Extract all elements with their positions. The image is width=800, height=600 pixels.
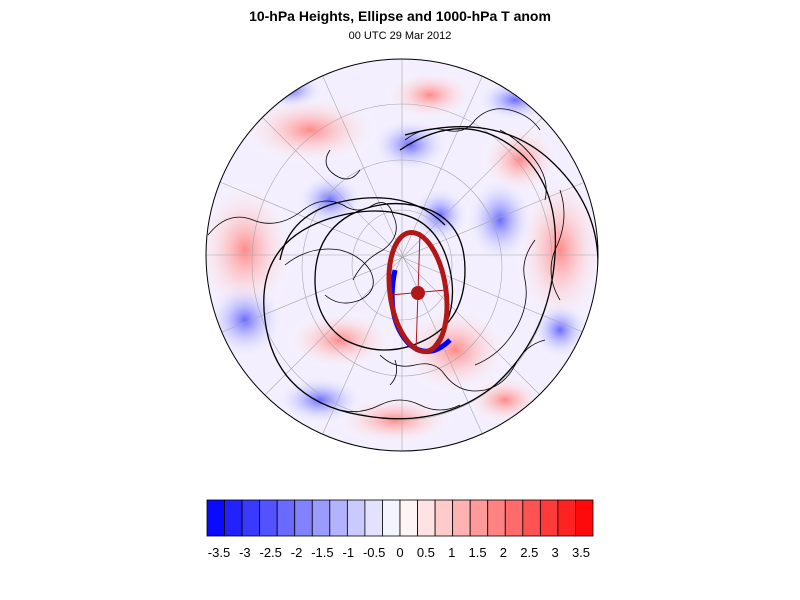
colorbar-tick-label: 3.5 — [572, 545, 590, 560]
colorbar-box — [539, 499, 559, 537]
colorbar-box — [399, 499, 418, 537]
colorbar-box — [224, 499, 243, 537]
colorbar-tick-label: 3 — [552, 545, 559, 560]
colorbar-box — [417, 499, 436, 537]
colorbar-box — [469, 499, 489, 537]
height-contours — [263, 126, 598, 420]
colorbar-box — [346, 499, 366, 537]
colorbar-box — [259, 499, 278, 537]
colorbar-box — [522, 499, 541, 537]
vortex-ellipse — [386, 229, 452, 355]
figure-title: 10-hPa Heights, Ellipse and 1000-hPa T a… — [249, 8, 551, 24]
colorbar-box — [311, 499, 331, 537]
colorbar-box — [575, 499, 594, 537]
colorbar-box — [294, 499, 313, 537]
colorbar-box — [434, 499, 454, 537]
colorbar-box — [557, 499, 576, 537]
colorbar-labels: -3.5 -3 -2.5 -2 -1.5 -1 -0.5 0 0.5 1 1.5 2 2.5 3 3.5 — [208, 545, 590, 560]
colorbar-tick-label: 0 — [396, 545, 403, 560]
figure-subtitle: 00 UTC 29 Mar 2012 — [348, 30, 452, 42]
colorbar-tick-label: -1.5 — [311, 545, 333, 560]
ellipse-centroid — [411, 286, 425, 300]
colorbar-tick-label: -0.5 — [363, 545, 385, 560]
colorbar-box — [487, 499, 506, 537]
colorbar-tick-label: 1.5 — [469, 545, 487, 560]
colorbar-box — [382, 499, 401, 537]
colorbar-tick-label: 0.5 — [417, 545, 435, 560]
graticule — [206, 59, 598, 451]
colorbar-box — [206, 499, 225, 537]
colorbar-tick-label: -2.5 — [260, 545, 282, 560]
colorbar-box — [329, 499, 348, 537]
colorbar-box — [504, 499, 524, 537]
colorbar-tick-label: 2.5 — [520, 545, 538, 560]
colorbar-box — [364, 499, 383, 537]
colorbar-tick-label: -1 — [343, 545, 355, 560]
colorbar-box — [241, 499, 261, 537]
colorbar-tick-label: 2 — [500, 545, 507, 560]
colorbar-tick-label: 1 — [448, 545, 455, 560]
colorbar-tick-label: -2 — [291, 545, 303, 560]
colorbar-box — [452, 499, 471, 537]
colorbar-tick-label: -3.5 — [208, 545, 230, 560]
temperature-anomaly-field — [206, 59, 598, 451]
colorbar-boxes — [206, 499, 594, 537]
colorbar-tick-label: -3 — [239, 545, 251, 560]
globe-outline — [205, 58, 599, 452]
colorbar-box — [276, 499, 296, 537]
